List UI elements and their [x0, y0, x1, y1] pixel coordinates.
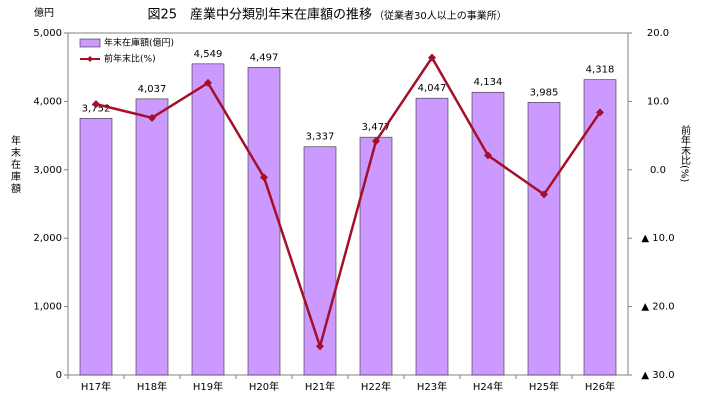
marker [148, 113, 156, 122]
y2-tick-label: 20.0 [647, 28, 669, 39]
y-tick-label: 4,000 [33, 96, 62, 107]
marker [260, 173, 268, 182]
bar [583, 79, 617, 376]
marker [428, 53, 436, 62]
data-label: 3,477 [362, 122, 391, 133]
x-tick-label: H21年 [305, 380, 335, 393]
data-label: 3,752 [82, 103, 111, 114]
x-tick-label: H22年 [361, 380, 391, 393]
data-label: 4,037 [138, 84, 167, 95]
y2-tick-label: 10.0 [647, 96, 669, 107]
marker [92, 100, 100, 109]
marker [484, 151, 492, 160]
y-axis-label: 年末在庫額 [9, 134, 21, 195]
data-label: 3,985 [530, 87, 559, 98]
y-tick-label: 2,000 [33, 233, 62, 244]
line [95, 55, 602, 351]
legend-label: 前年末比(%) [104, 53, 156, 65]
chart-subtitle: （従業者30人以上の事業所） [374, 9, 507, 22]
legend-swatch [79, 38, 101, 48]
bar [303, 146, 337, 376]
marker [372, 137, 380, 146]
legend-marker [87, 56, 93, 62]
x-tick-label: H24年 [473, 380, 503, 393]
y2-axis-label: 前年末比(%) [679, 124, 691, 183]
y-tick-label: 5,000 [33, 28, 62, 39]
bar [135, 98, 169, 376]
y-unit: 億円 [34, 6, 54, 19]
data-label: 3,337 [306, 132, 335, 143]
chart-title: 図25 産業中分類別年末在庫額の推移 [147, 7, 372, 23]
data-label: 4,134 [474, 77, 503, 88]
x-tick-label: H18年 [137, 380, 167, 393]
y-tick-label: 3,000 [33, 165, 62, 176]
x-tick-label: H23年 [417, 380, 447, 393]
bar [191, 63, 225, 376]
bar [359, 136, 393, 376]
x-tick-label: H20年 [249, 380, 279, 393]
y-tick-label: 0 [56, 370, 62, 381]
y2-tick-label: ▲ 10.0 [641, 233, 674, 244]
bar [247, 67, 281, 376]
data-label: 4,318 [586, 65, 615, 76]
marker [316, 342, 324, 351]
x-tick-label: H19年 [193, 380, 223, 393]
y2-tick-label: 0.0 [650, 165, 666, 176]
x-tick-label: H26年 [585, 380, 615, 393]
bar [79, 118, 113, 376]
marker [540, 190, 548, 199]
data-label: 4,047 [418, 83, 447, 94]
data-label: 4,549 [194, 49, 223, 60]
legend-label: 年末在庫額(億円) [104, 37, 174, 49]
y2-tick-label: ▲ 20.0 [641, 302, 674, 313]
y-tick-label: 1,000 [33, 302, 62, 313]
bar [527, 102, 561, 376]
x-tick-label: H17年 [81, 380, 111, 393]
bar [471, 91, 505, 376]
x-tick-label: H25年 [529, 380, 559, 393]
y2-tick-label: ▲ 30.0 [641, 370, 674, 381]
bar [415, 97, 449, 376]
data-label: 4,497 [250, 52, 279, 63]
marker [596, 108, 604, 117]
marker [204, 78, 212, 87]
